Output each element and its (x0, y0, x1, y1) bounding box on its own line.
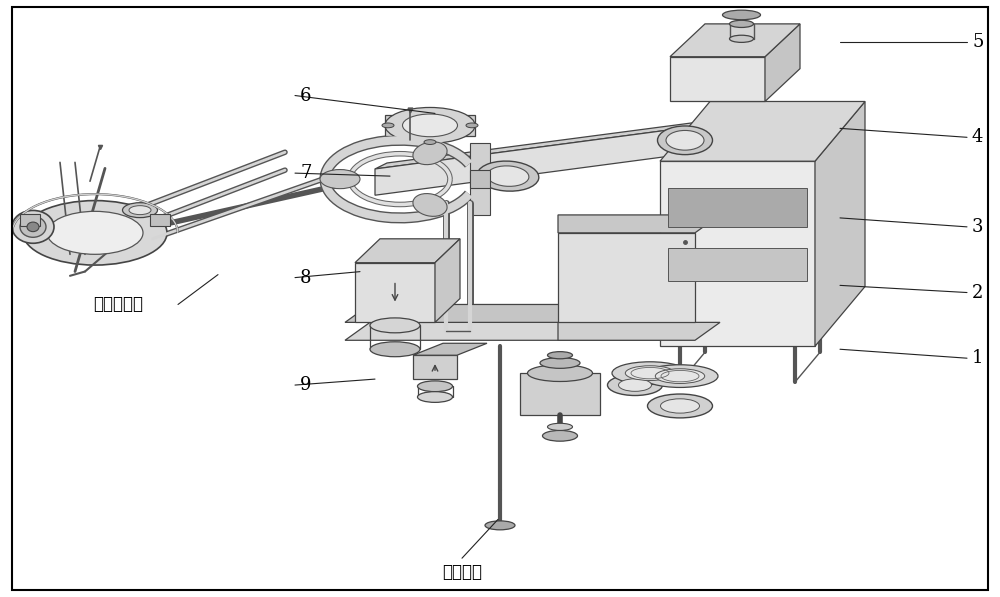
Ellipse shape (466, 123, 478, 128)
Polygon shape (355, 239, 460, 263)
Ellipse shape (485, 521, 515, 530)
Text: 1: 1 (972, 349, 984, 367)
Ellipse shape (666, 131, 704, 150)
Ellipse shape (382, 123, 394, 128)
Ellipse shape (618, 379, 652, 392)
Polygon shape (355, 263, 435, 322)
Ellipse shape (658, 126, 712, 155)
Polygon shape (670, 24, 800, 57)
Ellipse shape (528, 365, 592, 381)
Ellipse shape (320, 170, 360, 189)
Bar (20, 214, 40, 226)
Ellipse shape (542, 430, 578, 441)
Polygon shape (660, 161, 815, 346)
Polygon shape (470, 143, 490, 215)
Ellipse shape (608, 375, 662, 396)
Polygon shape (470, 170, 490, 188)
Polygon shape (660, 101, 865, 161)
Ellipse shape (548, 352, 572, 359)
Text: 9: 9 (300, 376, 312, 394)
Text: 7: 7 (300, 164, 311, 182)
Text: 束线腔接口: 束线腔接口 (93, 296, 143, 313)
Bar (668, 248, 807, 281)
Ellipse shape (27, 222, 39, 232)
Text: 6: 6 (300, 87, 312, 104)
Text: 5: 5 (972, 33, 983, 51)
Ellipse shape (23, 201, 167, 265)
Text: 3: 3 (972, 218, 984, 236)
Ellipse shape (540, 358, 580, 368)
Ellipse shape (730, 20, 754, 27)
Ellipse shape (122, 203, 158, 217)
Ellipse shape (47, 211, 143, 254)
Ellipse shape (413, 142, 447, 165)
Ellipse shape (477, 161, 539, 191)
Ellipse shape (625, 366, 675, 380)
Polygon shape (375, 121, 705, 169)
Polygon shape (815, 101, 865, 346)
Polygon shape (345, 322, 720, 340)
Ellipse shape (129, 205, 151, 215)
Ellipse shape (424, 140, 436, 144)
Text: 2: 2 (972, 284, 983, 301)
Polygon shape (558, 322, 720, 340)
Polygon shape (345, 304, 720, 322)
Ellipse shape (730, 35, 754, 42)
Ellipse shape (418, 381, 452, 392)
Polygon shape (375, 127, 690, 195)
Polygon shape (558, 215, 720, 233)
Ellipse shape (370, 318, 420, 333)
Ellipse shape (418, 392, 452, 402)
Ellipse shape (660, 399, 700, 413)
Polygon shape (765, 24, 800, 101)
Polygon shape (413, 343, 487, 355)
Ellipse shape (402, 114, 458, 137)
Ellipse shape (413, 193, 447, 216)
Ellipse shape (548, 423, 572, 430)
Text: 外接接口: 外接接口 (442, 563, 482, 581)
Ellipse shape (12, 211, 54, 244)
Ellipse shape (20, 217, 46, 237)
Ellipse shape (487, 166, 529, 186)
Ellipse shape (648, 394, 712, 418)
Ellipse shape (612, 362, 688, 384)
Polygon shape (413, 355, 457, 379)
Ellipse shape (385, 107, 475, 143)
Ellipse shape (642, 365, 718, 387)
Bar (150, 214, 170, 226)
Polygon shape (435, 239, 460, 322)
Polygon shape (385, 115, 475, 136)
Polygon shape (670, 57, 765, 101)
Text: 8: 8 (300, 269, 312, 287)
Text: 4: 4 (972, 128, 983, 146)
Ellipse shape (722, 10, 761, 20)
Polygon shape (520, 373, 600, 415)
Bar (558, 233, 695, 322)
Ellipse shape (370, 341, 420, 356)
Bar (668, 188, 807, 227)
Ellipse shape (655, 369, 705, 383)
